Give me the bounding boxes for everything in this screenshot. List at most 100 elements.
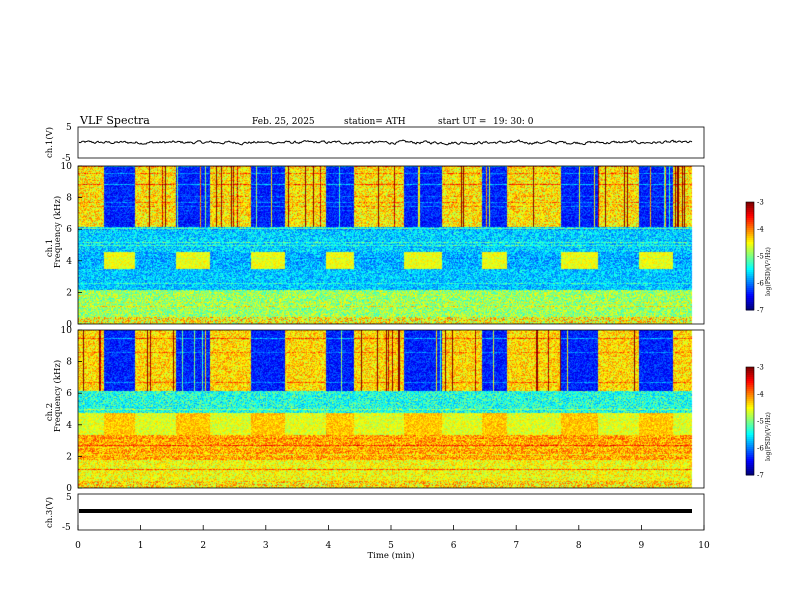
colorbar-segment [746,397,754,400]
colorbar-segment [746,403,754,406]
ch3-timeseries-panel: 5 -5 ch.3(V) 0 1 2 3 4 5 6 7 8 9 10 Time (min) [44,493,710,561]
colorbar-segment [746,437,754,440]
ch1-spectrogram-ytick-label: 8 [66,194,72,204]
ch1-spectrogram-panel: 0 2 4 6 8 10 ch.1 Frequency (kHz) [45,162,705,330]
colorbar-tick-label: -4 [757,226,764,234]
time-axis-tick-label: 0 [75,541,81,551]
colorbar-ch1: -3 -4 -5 -6 -7 log(PSD)(V²/Hz) [745,199,772,315]
ch1-spectrogram-ytick-label: 0 [66,320,72,330]
colorbar-segment [746,439,754,442]
colorbar-segment [746,258,754,261]
colorbar-segment [746,250,754,253]
colorbar-segment [746,393,754,396]
ch1-spectrogram-ylabel: Frequency (kHz) [52,196,63,268]
ch1-spectrogram-ytick-label: 6 [66,225,72,235]
colorbar-segment [746,302,754,305]
colorbar-segment [746,451,754,454]
colorbar-segment [746,296,754,299]
colorbar-segment [746,463,754,466]
colorbar-segment [746,417,754,420]
ch1-ylabel: ch.1(V) [44,127,55,158]
colorbar-segment [746,429,754,432]
colorbar-segment [746,421,754,424]
time-axis-ticks: 0 1 2 3 4 5 6 7 8 9 10 [75,525,710,551]
ch2-spectrogram-frame [77,329,705,489]
colorbar-segment [746,435,754,438]
colorbar-tick-label: -3 [757,364,764,372]
colorbar-ch2: -3 -4 -5 -6 -7 log(PSD)(V²/Hz) [745,364,772,480]
colorbar-segment [746,445,754,448]
ch1-ytick-top: 5 [66,123,72,133]
ch1-spectrogram-ytick-label: 2 [66,288,72,298]
colorbar-segment [746,385,754,388]
colorbar-segment [746,419,754,422]
colorbar-segment [746,226,754,229]
colorbar-segment [746,300,754,303]
colorbar-segment [746,395,754,398]
colorbar-segment [746,469,754,472]
colorbar-segment [746,415,754,418]
ch1-timeseries-frame [77,126,705,159]
time-axis-label: Time (min) [367,550,414,561]
colorbar-segment [746,373,754,376]
colorbar-segment [746,449,754,452]
colorbar-segment [746,375,754,378]
colorbar-segment [746,238,754,241]
colorbar-segment [746,467,754,470]
time-axis-tick-label: 8 [576,541,582,551]
ch1-spectrogram-frame [77,165,705,325]
ch1-spectrogram-image [78,166,704,324]
figure-title: VLF Spectra [79,114,150,127]
colorbar-segment [746,423,754,426]
colorbar-segment [746,387,754,390]
ch2-spectrogram-image [78,330,704,488]
colorbar-segment [746,409,754,412]
colorbar-segment [746,286,754,289]
colorbar-segment [746,473,754,476]
colorbar-segment [746,459,754,462]
ch2-spectrogram-ylabel: Frequency (kHz) [52,360,63,432]
colorbar-segment [746,383,754,386]
colorbar-tick-label: -6 [757,280,764,288]
colorbar-segment [746,399,754,402]
colorbar-segment [746,379,754,382]
colorbar-tick-label: -7 [757,307,764,315]
colorbar-segment [746,369,754,372]
ch1-spectrogram-chan-label: ch.1 [45,239,55,257]
time-axis-tick-label: 2 [200,541,206,551]
colorbar-segment [746,453,754,456]
colorbar-tick-label: -5 [757,418,764,426]
colorbar-segment [746,268,754,271]
colorbar-segment [746,294,754,297]
colorbar-segment [746,256,754,259]
colorbar-tick-label: -6 [757,445,764,453]
colorbar-segment [746,222,754,225]
colorbar-segment [746,216,754,219]
ch1-timeseries-panel: 5 -5 ch.1(V) [44,123,705,164]
ch2-spectrogram-ytick-label: 10 [61,326,73,336]
colorbar-segment [746,262,754,265]
ch2-spectrogram-ytick-label: 8 [66,358,72,368]
ch2-spectrogram-ytick-label: 2 [66,452,72,462]
colorbar-segment [746,266,754,269]
colorbar-tick-label: -3 [757,199,764,207]
colorbar-segment [746,377,754,380]
start-ut-value: 19: 30: 0 [493,117,534,127]
colorbar-segment [746,425,754,428]
colorbar-segment [746,218,754,221]
time-axis-tick-label: 1 [138,541,144,551]
colorbar-segment [746,206,754,209]
colorbar-segment [746,276,754,279]
colorbar-segment [746,284,754,287]
colorbar-segment [746,298,754,301]
colorbar-segment [746,272,754,275]
colorbar-segment [746,210,754,213]
colorbar-segment [746,461,754,464]
colorbar-segment [746,288,754,291]
colorbar-segment [746,290,754,293]
ch3-ytick-top: 5 [66,493,72,503]
colorbar-segment [746,447,754,450]
colorbar-segment [746,244,754,247]
station-label: station= ATH [344,117,406,127]
